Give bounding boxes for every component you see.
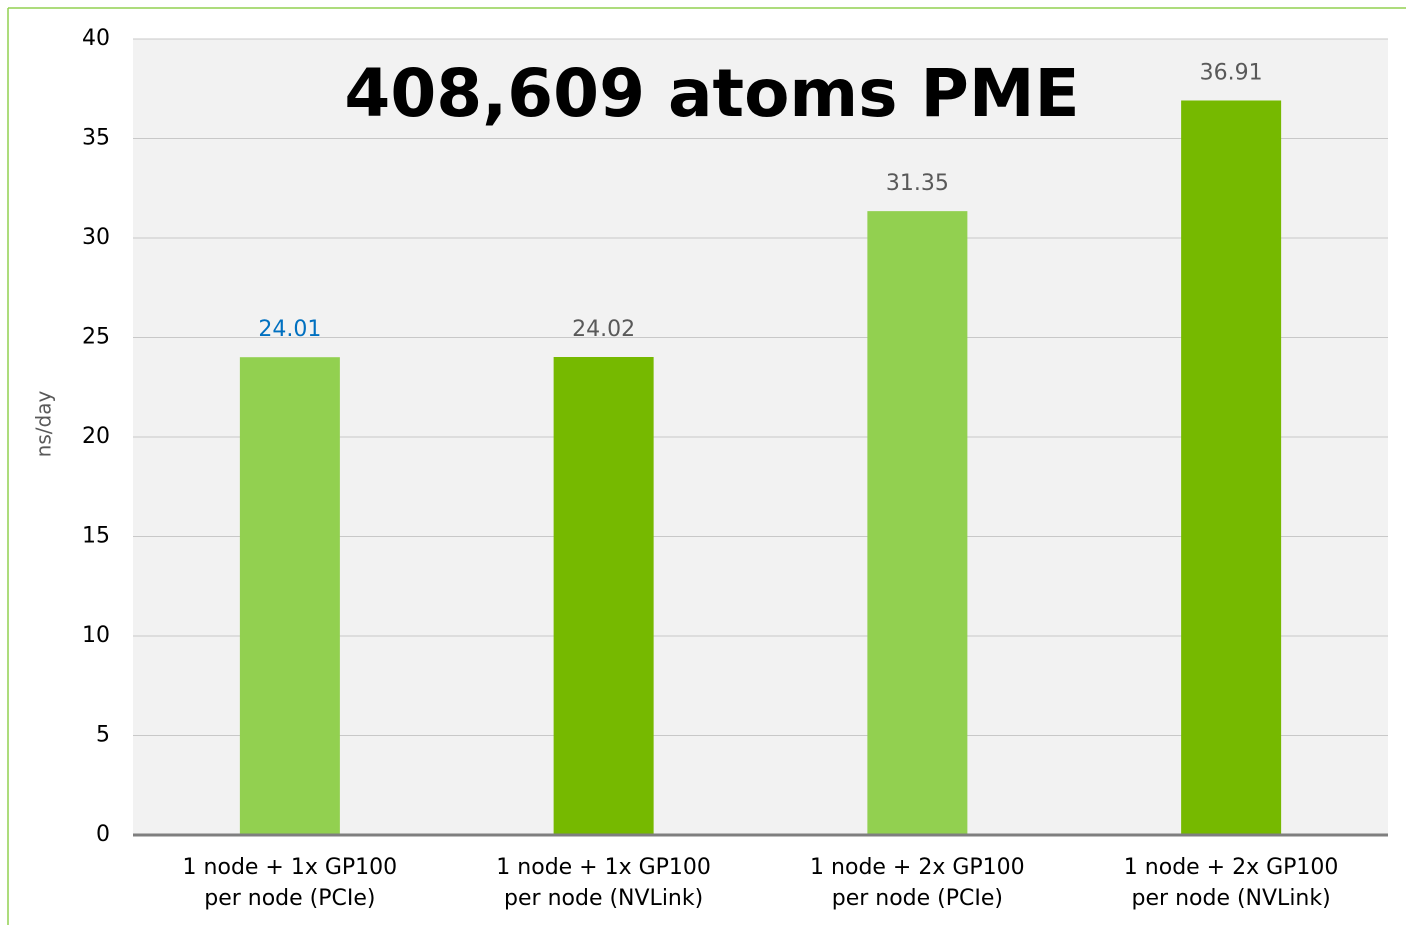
y-tick-label: 20 — [82, 424, 110, 449]
bar — [553, 357, 654, 835]
y-tick-label: 5 — [96, 723, 110, 748]
y-axis-label: ns/day — [32, 391, 56, 458]
data-label: 24.02 — [572, 317, 635, 342]
x-tick-label: 1 node + 2x GP100 per node (PCIe) — [810, 855, 1025, 911]
y-tick-label: 15 — [82, 524, 110, 549]
data-label: 24.01 — [258, 317, 321, 342]
y-tick-label: 10 — [82, 623, 110, 648]
bar — [239, 357, 340, 835]
bar — [867, 211, 968, 835]
bar — [1181, 100, 1282, 836]
x-tick-label: 1 node + 1x GP100 per node (PCIe) — [182, 855, 398, 911]
data-label: 36.91 — [1200, 60, 1263, 85]
data-label: 31.35 — [886, 171, 949, 196]
y-tick-label: 25 — [82, 325, 110, 350]
x-tick-label: 1 node + 1x GP100 per node (NVLink) — [496, 855, 711, 911]
y-tick-label: 35 — [82, 126, 110, 151]
chart-title: 408,609 atoms PME — [344, 55, 1079, 132]
x-tick-label: 1 node + 2x GP100 per node (NVLink) — [1123, 855, 1339, 911]
y-tick-label: 40 — [82, 26, 110, 51]
y-tick-label: 30 — [82, 225, 110, 250]
y-tick-label: 0 — [96, 822, 110, 847]
